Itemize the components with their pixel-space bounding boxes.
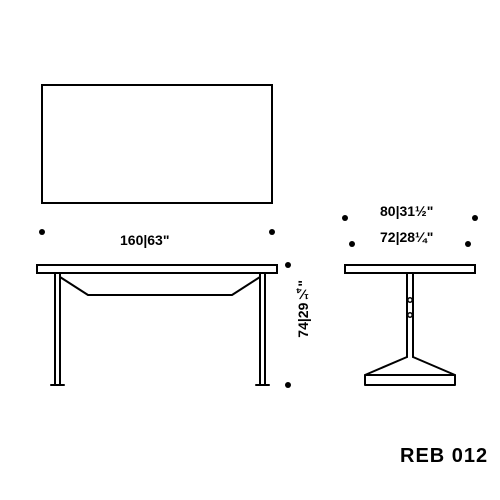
model-code-label: REB 012 — [400, 445, 488, 468]
depth-top-dimension-label: 80|31½" — [380, 203, 433, 219]
height-dimension-label: 74|29¼" — [295, 280, 311, 338]
diagram-stage: { "model": "REB 012", "labels": { "width… — [0, 0, 500, 500]
technical-drawing — [0, 0, 500, 500]
depth-inner-dimension-label: 72|28¼" — [380, 229, 433, 245]
width-dimension-label: 160|63" — [120, 232, 170, 248]
